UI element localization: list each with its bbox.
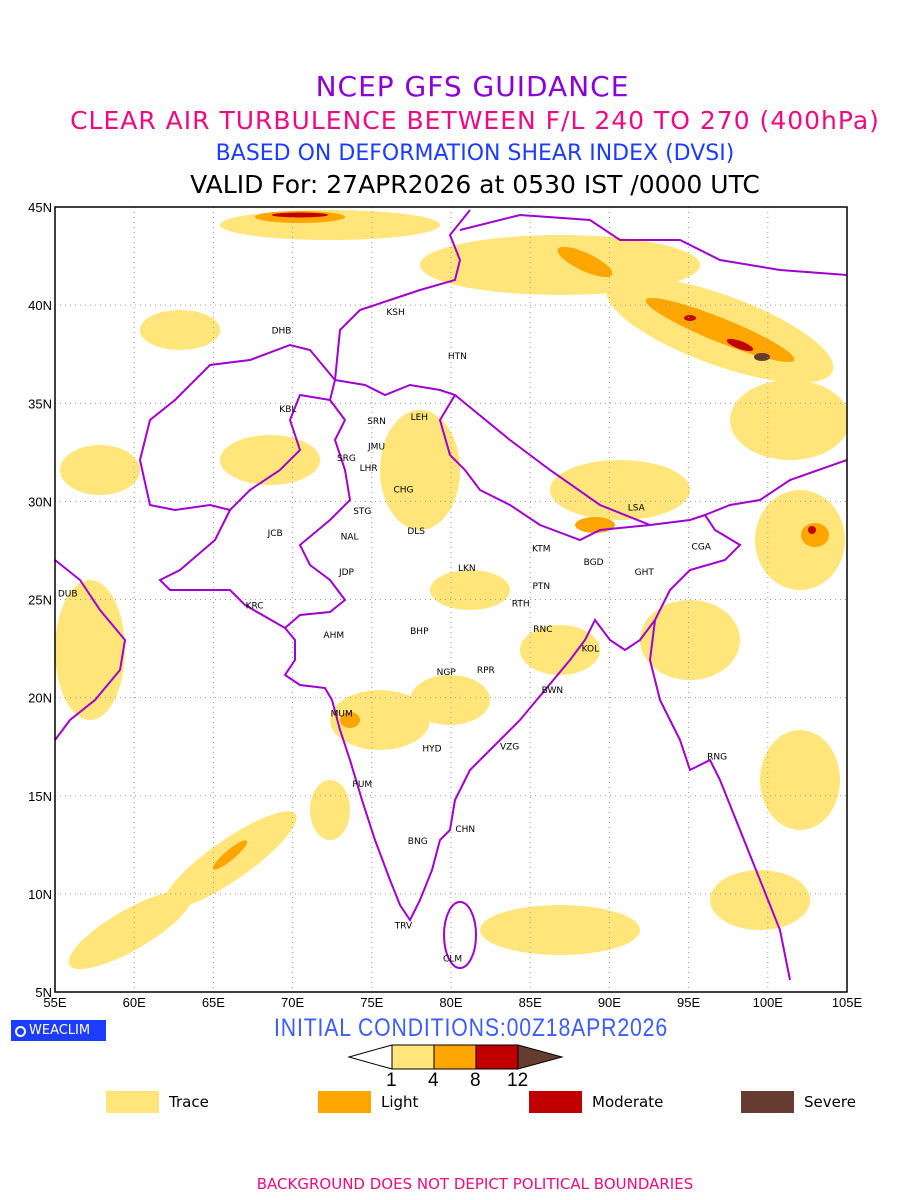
station-rth: RTH	[512, 599, 530, 609]
station-chn: CHN	[455, 825, 475, 835]
station-jcb: JCB	[267, 529, 283, 539]
lon-tick-label: 95E	[677, 995, 700, 1010]
station-clm: CLM	[443, 955, 462, 965]
title-method: BASED ON DEFORMATION SHEAR INDEX (DVSI)	[215, 141, 735, 166]
china-border	[334, 209, 847, 526]
sri-lanka-outline	[443, 901, 477, 969]
station-dhb: DHB	[272, 327, 292, 337]
title-product: CLEAR AIR TURBULENCE BETWEEN F/L 240 TO …	[70, 106, 880, 135]
lon-tick-label: 55E	[43, 995, 66, 1010]
station-bng: BNG	[408, 837, 428, 847]
station-bwn: BWN	[542, 686, 564, 696]
axis-ticks: 55E 60E 65E 70E 75E 80E 85E 90E 95E 100E 105E 5N 10N…	[28, 200, 862, 1010]
station-mum: MUM	[331, 709, 353, 719]
map-frame	[54, 206, 848, 993]
lat-tick-label: 30N	[28, 494, 52, 509]
station-bhp: BHP	[410, 627, 429, 637]
disclaimer: BACKGROUND DOES NOT DEPICT POLITICAL BOU…	[256, 1175, 694, 1193]
lat-tick-label: 35N	[28, 396, 52, 411]
station-ahm: AHM	[323, 631, 344, 641]
station-lsa: LSA	[628, 503, 646, 513]
arabia-coast	[55, 559, 127, 741]
colorbar-level-4: 4	[428, 1070, 439, 1091]
station-jmu: JMU	[367, 442, 385, 452]
legend-label: Severe	[804, 1093, 856, 1111]
station-ksh: KSH	[386, 308, 404, 318]
boundaries	[55, 209, 847, 981]
station-htn: HTN	[448, 352, 467, 362]
legend-label: Trace	[169, 1093, 209, 1111]
logo-text: WEACLIM	[29, 1023, 91, 1038]
lon-tick-label: 60E	[123, 995, 146, 1010]
colorbar-level-1: 1	[386, 1070, 397, 1091]
station-rng: RNG	[707, 753, 727, 763]
myanmar-coast	[648, 619, 791, 981]
station-srg: SRG	[337, 454, 356, 464]
title-guidance: NCEP GFS GUIDANCE	[315, 70, 630, 103]
lat-tick-label: 25N	[28, 593, 52, 608]
afghanistan-outline	[138, 343, 336, 512]
station-lkn: LKN	[458, 564, 476, 574]
station-bgd: BGD	[584, 558, 604, 568]
lat-tick-label: 45N	[28, 200, 52, 215]
station-ptn: PTN	[532, 582, 550, 592]
station-trv: TRV	[394, 921, 413, 931]
logo-circle-icon	[15, 1026, 26, 1037]
station-kbl: KBL	[279, 405, 296, 415]
station-ktm: KTM	[532, 544, 550, 554]
turbulence-field	[55, 210, 847, 970]
lon-tick-label: 105E	[832, 995, 863, 1010]
station-vzg: VZG	[500, 743, 519, 753]
colorbar-level-12: 12	[507, 1070, 529, 1091]
pakistan-outline	[158, 393, 331, 629]
lon-tick-label: 75E	[360, 995, 383, 1010]
station-krc: KRC	[246, 601, 264, 611]
station-ght: GHT	[635, 568, 655, 578]
station-chg: CHG	[393, 486, 413, 496]
moderate-areas	[272, 212, 816, 534]
colorbar-level-8: 8	[470, 1070, 481, 1091]
station-ngp: NGP	[437, 668, 457, 678]
station-stg: STG	[353, 507, 371, 517]
legend-label: Light	[381, 1093, 419, 1111]
lon-tick-label: 90E	[598, 995, 621, 1010]
title-valid-time: VALID For: 27APR2026 at 0530 IST /0000 U…	[190, 170, 760, 199]
severe-areas	[754, 353, 770, 361]
legend-swatch	[741, 1091, 794, 1113]
station-dub: DUB	[58, 590, 78, 600]
station-rpr: RPR	[477, 666, 495, 676]
india-outline	[283, 378, 742, 922]
weaclim-logo: WEACLIM	[11, 1020, 106, 1041]
lat-tick-label: 20N	[28, 691, 52, 706]
station-rnc: RNC	[533, 625, 552, 635]
lat-tick-label: 15N	[28, 789, 52, 804]
graticule	[55, 207, 847, 992]
legend-swatch	[529, 1091, 582, 1113]
station-kol: KOL	[582, 645, 600, 655]
station-jdp: JDP	[338, 568, 355, 578]
lat-tick-label: 5N	[35, 985, 52, 1000]
legend-label: Moderate	[592, 1093, 664, 1111]
legend-swatch	[318, 1091, 371, 1113]
station-labels: KSH DHB HTN KBL SRN LEH JMU SRG LHR CHG STG LSA JCB N…	[58, 308, 727, 965]
station-pum: PUM	[352, 780, 372, 790]
station-lhr: LHR	[360, 464, 378, 474]
lon-tick-label: 85E	[519, 995, 542, 1010]
station-cga: CGA	[692, 543, 712, 553]
station-dls: DLS	[407, 527, 425, 537]
station-srn: SRN	[367, 417, 386, 427]
legend-swatch	[106, 1091, 159, 1113]
station-hyd: HYD	[422, 745, 441, 755]
station-leh: LEH	[411, 413, 428, 423]
lon-tick-label: 65E	[202, 995, 225, 1010]
lon-tick-label: 70E	[281, 995, 304, 1010]
lon-tick-label: 80E	[439, 995, 462, 1010]
mongolia-border	[459, 213, 847, 276]
initial-conditions: INITIAL CONDITIONS:00Z18APR2026	[274, 1014, 669, 1042]
lat-tick-label: 10N	[28, 887, 52, 902]
lat-tick-label: 40N	[28, 298, 52, 313]
station-nal: NAL	[341, 533, 359, 543]
lon-tick-label: 100E	[753, 995, 784, 1010]
